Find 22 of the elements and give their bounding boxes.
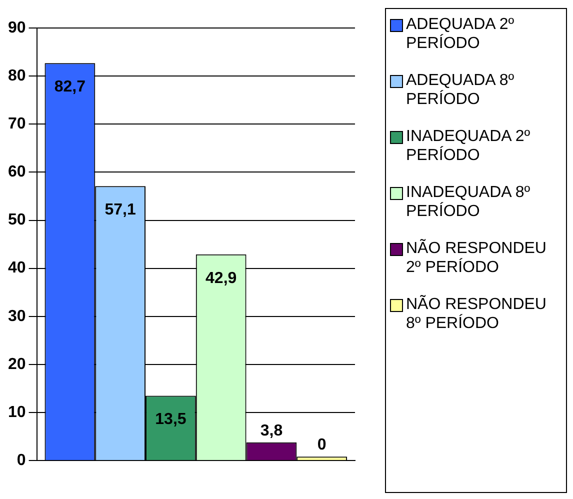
data-label: 3,8 — [260, 422, 283, 440]
legend-label: INADEQUADA 8º PERÍODO — [406, 183, 532, 221]
y-tick-label: 40 — [8, 260, 26, 277]
data-label: 82,7 — [54, 78, 86, 96]
data-label: 57,1 — [104, 202, 136, 219]
legend-label: NÃO RESPONDEU 2º PERÍODO — [406, 239, 548, 277]
legend-label: NÃO RESPONDEU 8º PERÍODO — [406, 295, 548, 333]
y-tick-label: 70 — [8, 116, 26, 133]
data-label: 13,5 — [155, 411, 186, 428]
legend-label: INADEQUADA 2º PERÍODO — [406, 127, 532, 165]
y-tick-label: 80 — [8, 67, 26, 84]
y-tick-label: 60 — [8, 164, 26, 181]
y-tick-label: 30 — [8, 308, 26, 325]
y-tick-label: 50 — [8, 212, 26, 229]
legend-label: ADEQUADA 8º PERÍODO — [406, 71, 516, 109]
y-tick-label: 90 — [8, 19, 26, 36]
y-tick-label: 0 — [16, 452, 26, 470]
y-tick-label: 20 — [8, 356, 26, 373]
legend-label: ADEQUADA 2º PERÍODO — [406, 15, 516, 53]
data-label: 0 — [317, 436, 326, 454]
y-tick-label: 10 — [8, 404, 26, 421]
data-label: 42,9 — [206, 270, 237, 287]
